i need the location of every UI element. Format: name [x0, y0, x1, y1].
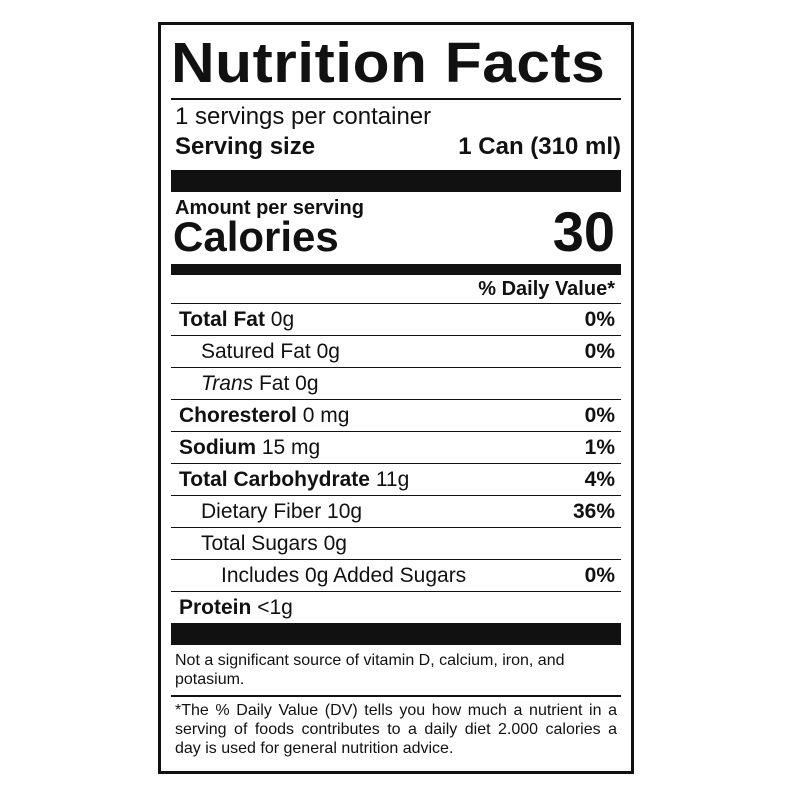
nutrient-label: Total Carbohydrate — [179, 467, 370, 491]
nutrient-amount: <1g — [257, 595, 293, 619]
nutrient-label: Sodium — [179, 435, 256, 459]
nutrient-label: Includes 0g Added Sugars — [221, 563, 467, 587]
nutrient-amount: 15 mg — [261, 435, 321, 459]
nutrient-daily-value: 0% — [584, 339, 615, 363]
nutrient-label: Trans — [201, 371, 254, 395]
nutrient-row: Includes 0g Added Sugars 0% — [171, 559, 621, 591]
nutrient-amount: 0g — [316, 339, 340, 363]
nutrient-row: Protein <1g — [171, 591, 621, 623]
nutrient-amount: 11g — [375, 467, 410, 491]
nutrient-name: Satured Fat 0g — [201, 340, 340, 364]
thick-divider — [171, 170, 621, 192]
nutrient-amount: 0 mg — [302, 403, 350, 427]
nutrient-row: Total Fat 0g 0% — [171, 303, 621, 335]
nutrient-label: Total Sugars — [201, 531, 318, 555]
nutrient-name: Total Sugars 0g — [201, 532, 347, 556]
nutrient-label: Total Fat — [179, 307, 265, 331]
divider — [171, 695, 621, 697]
nutrient-name: Sodium 15 mg — [179, 436, 320, 460]
daily-value-header: % Daily Value* — [478, 278, 615, 300]
nutrient-label: Dietary Fiber — [201, 499, 322, 523]
nutrition-facts-label: Nutrition Facts 1 servings per container… — [158, 22, 634, 774]
nutrient-row: Sodium 15 mg 1% — [171, 431, 621, 463]
nutrient-amount: 10g — [327, 499, 363, 523]
calories-value: 30 — [552, 200, 615, 263]
nutrient-row: Choresterol 0 mg 0% — [171, 399, 621, 431]
daily-value-footnote: *The % Daily Value (DV) tells you how mu… — [175, 702, 617, 757]
nutrient-name: Includes 0g Added Sugars — [221, 564, 466, 588]
serving-size: Serving size 1 Can (310 ml) — [171, 132, 621, 162]
nutrient-daily-value: 4% — [584, 467, 615, 491]
serving-size-value: 1 Can (310 ml) — [458, 133, 621, 160]
nutrient-label: Choresterol — [179, 403, 297, 427]
nutrient-amount: 0g — [270, 307, 295, 331]
nutrient-name: Dietary Fiber 10g — [201, 500, 362, 524]
servings-per-container: 1 servings per container — [175, 103, 432, 130]
nutrient-name: Trans Fat 0g — [201, 372, 319, 396]
nutrient-daily-value: 0% — [584, 403, 615, 427]
nutrient-daily-value: 0% — [584, 307, 615, 331]
medium-divider — [171, 264, 621, 275]
nutrient-daily-value: 36% — [572, 499, 615, 523]
nutrient-label: Satured Fat — [201, 339, 311, 363]
calories-row: Calories 30 — [171, 204, 621, 260]
nutrient-name: Total Fat 0g — [179, 308, 294, 332]
vitamin-note: Not a significant source of vitamin D, c… — [175, 652, 565, 688]
nutrient-label: Protein — [179, 595, 252, 619]
calories-label: Calories — [173, 213, 339, 260]
label-title: Nutrition Facts — [171, 31, 606, 95]
nutrient-label-suffix: Fat — [258, 371, 290, 395]
amount-per-serving: Amount per serving — [175, 197, 364, 219]
thick-divider — [171, 623, 621, 645]
nutrient-row: Total Sugars 0g — [171, 527, 621, 559]
nutrient-row: Trans Fat 0g — [171, 367, 621, 399]
nutrient-row: Dietary Fiber 10g 36% — [171, 495, 621, 527]
nutrient-name: Total Carbohydrate 11g — [179, 468, 409, 492]
divider — [171, 98, 621, 100]
nutrient-amount: 0g — [295, 371, 319, 395]
nutrient-row: Satured Fat 0g 0% — [171, 335, 621, 367]
nutrient-daily-value: 1% — [584, 435, 615, 459]
nutrient-amount: 0g — [323, 531, 347, 555]
nutrient-daily-value: 0% — [584, 563, 615, 587]
nutrient-name: Protein <1g — [179, 596, 293, 620]
serving-size-label: Serving size — [175, 133, 316, 160]
nutrient-row: Total Carbohydrate 11g 4% — [171, 463, 621, 495]
nutrient-name: Choresterol 0 mg — [179, 404, 349, 428]
nutrient-list: Total Fat 0g 0% Satured Fat 0g 0% Trans Fat … — [171, 303, 621, 623]
